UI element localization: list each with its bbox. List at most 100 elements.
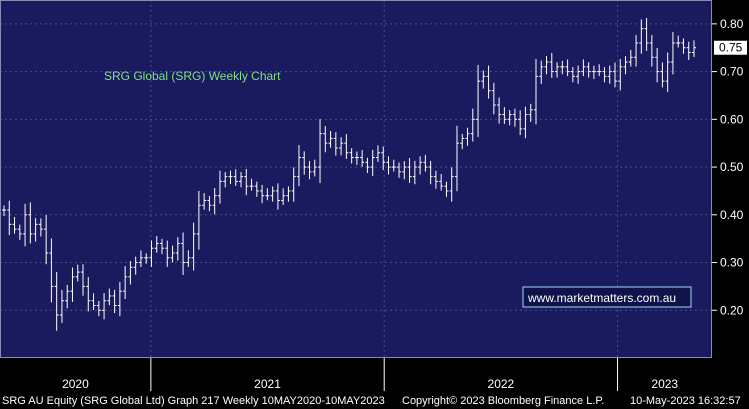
- footer-left: SRG AU Equity (SRG Global Ltd) Graph 217…: [2, 395, 385, 407]
- x-tick-label: 2022: [488, 377, 515, 391]
- y-tick-label: 0.60: [720, 112, 744, 126]
- price-bar: [296, 145, 301, 187]
- price-bar: [54, 272, 59, 331]
- price-bar: [323, 126, 328, 153]
- price-bar: [481, 70, 486, 89]
- price-bar: [349, 148, 354, 164]
- price-bar: [233, 169, 238, 186]
- price-bar: [249, 178, 254, 191]
- y-tick-label: 0.50: [720, 160, 744, 174]
- y-tick-label: 0.30: [720, 256, 744, 270]
- price-bar: [86, 277, 91, 312]
- price-bar: [518, 110, 523, 136]
- price-bar: [154, 236, 159, 253]
- price-bar: [160, 238, 165, 255]
- price-bar: [275, 183, 280, 210]
- price-bar: [412, 160, 417, 185]
- y-tick-label: 0.40: [720, 208, 744, 222]
- price-bar: [397, 162, 402, 178]
- price-bar: [602, 67, 607, 83]
- price-bar: [612, 62, 617, 88]
- price-bar: [2, 205, 6, 216]
- price-bar: [607, 65, 612, 84]
- price-bar: [70, 267, 75, 302]
- price-bar: [175, 237, 180, 261]
- price-bar: [528, 103, 533, 122]
- price-bar: [670, 31, 675, 75]
- price-bar: [676, 35, 681, 48]
- price-bar: [428, 160, 433, 185]
- y-axis-ticks: 0.20 0.30 0.40 0.50 0.60 0.70 0.80: [712, 17, 744, 317]
- footer-center: Copyright© 2023 Bloomberg Finance L.P.: [402, 395, 604, 407]
- price-bar: [591, 65, 596, 79]
- price-bar: [7, 200, 12, 236]
- price-bar: [102, 293, 107, 320]
- y-tick-label: 0.20: [720, 303, 744, 317]
- price-bar: [433, 170, 438, 189]
- price-bar: [665, 52, 670, 93]
- price-bar: [560, 60, 565, 75]
- price-bar: [44, 215, 49, 265]
- chart-title: SRG Global (SRG) Weekly Chart: [104, 69, 281, 83]
- price-bar: [586, 62, 591, 78]
- price-bar: [634, 35, 639, 67]
- price-bar: [33, 218, 38, 242]
- price-bar: [270, 186, 275, 202]
- price-bar: [186, 250, 191, 268]
- price-bar: [597, 64, 602, 77]
- price-bar: [207, 195, 212, 212]
- price-bar: [375, 145, 380, 163]
- price-bar: [117, 281, 122, 317]
- price-bar: [655, 47, 660, 83]
- price-bar: [138, 250, 143, 268]
- price-bar: [223, 172, 228, 188]
- price-bar: [533, 58, 538, 125]
- price-bar: [523, 106, 528, 139]
- price-bar: [618, 58, 623, 91]
- price-bar: [565, 59, 570, 77]
- price-bar: [555, 62, 560, 78]
- price-bar: [623, 56, 628, 75]
- price-bar: [244, 168, 249, 196]
- price-bar: [228, 170, 233, 185]
- x-tick-label: 2023: [651, 377, 678, 391]
- price-bar: [544, 56, 549, 75]
- price-bar: [344, 134, 349, 159]
- price-bar: [639, 19, 644, 54]
- price-bar: [123, 266, 128, 300]
- price-bar: [133, 256, 138, 275]
- price-bar: [539, 60, 544, 85]
- price-bar: [12, 216, 17, 234]
- price-bar: [239, 172, 244, 188]
- price-bar: [692, 40, 696, 58]
- price-bar: [75, 264, 80, 282]
- price-bar: [649, 35, 654, 67]
- last-price-badge: 0.75: [714, 40, 747, 55]
- price-bar: [381, 146, 386, 170]
- y-tick-label: 0.70: [720, 65, 744, 79]
- price-bar: [497, 97, 502, 124]
- price-bar: [312, 159, 317, 177]
- last-price-label: 0.75: [719, 41, 743, 55]
- website-annotation-text: www.marketmatters.com.au: [527, 291, 676, 305]
- price-bar: [128, 261, 133, 285]
- price-bar: [454, 125, 459, 192]
- price-bar: [196, 190, 201, 250]
- price-bar: [549, 52, 554, 78]
- price-bar: [628, 49, 633, 67]
- price-bar: [96, 300, 101, 317]
- price-bar: [260, 184, 265, 204]
- price-bar: [418, 156, 423, 175]
- price-bar: [681, 38, 686, 54]
- website-annotation: www.marketmatters.com.au: [522, 286, 692, 308]
- price-bar: [265, 188, 270, 201]
- price-bar: [686, 41, 691, 60]
- price-bar: [28, 202, 33, 244]
- price-bar: [23, 203, 28, 247]
- price-bar: [576, 65, 581, 84]
- price-bar: [660, 62, 665, 88]
- price-bar: [302, 151, 307, 175]
- price-bar: [49, 238, 54, 303]
